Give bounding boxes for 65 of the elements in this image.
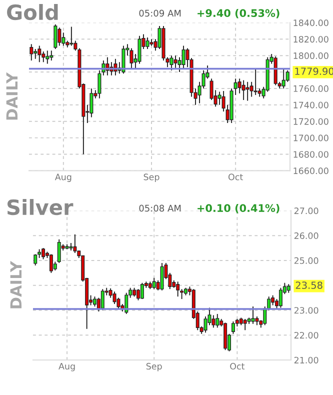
y-tick-label: 1800.00 (294, 52, 328, 60)
candlestick (122, 45, 126, 74)
candlestick (278, 287, 282, 308)
candlestick (271, 294, 275, 306)
x-tick-label: Oct (228, 174, 243, 180)
y-tick-label: 1840.00 (294, 20, 328, 26)
candlestick (34, 48, 38, 60)
y-axis-title: DAILY (10, 260, 22, 308)
x-tick-label: Sep (146, 362, 162, 372)
y-tick-label: 26.00 (294, 232, 318, 240)
candlestick (243, 318, 247, 331)
candlestick (42, 248, 46, 260)
candlestick (176, 281, 180, 298)
candlestick (286, 70, 290, 82)
candlestick (50, 50, 54, 62)
candlestick (242, 80, 246, 100)
candlestick (246, 81, 250, 102)
candlestick (58, 27, 62, 46)
y-tick-label: 22.00 (294, 332, 318, 339)
y-tick-label: 1820.00 (294, 36, 328, 43)
y-tick-label: 1740.00 (294, 102, 328, 108)
candlestick (140, 282, 144, 300)
candlestick (73, 234, 77, 254)
candlestick (54, 24, 58, 50)
x-tick-label: Aug (58, 363, 75, 372)
x-tick-label: Aug (54, 174, 72, 182)
candlestick (251, 306, 255, 324)
y-tick-label: 1760.00 (294, 85, 328, 92)
candlestick (49, 254, 53, 274)
y-tick-label: 1700.00 (294, 134, 328, 142)
candlestick (92, 296, 96, 307)
text: 05:09 AM (139, 10, 181, 17)
y-tick-label: 23.00 (294, 307, 318, 314)
candlestick (38, 45, 42, 63)
candlestick (34, 254, 38, 266)
candlestick (138, 35, 142, 64)
candlestick (152, 277, 156, 290)
y-tick-label: 27.00 (294, 208, 318, 214)
y-tick-label: 21.00 (294, 356, 318, 364)
candlestick (70, 26, 74, 46)
y-tick-label: 1660.00 (294, 168, 328, 174)
text: 23.58 (296, 282, 322, 289)
y-tick-label: 1720.00 (294, 118, 328, 125)
chart-title: Gold (7, 4, 58, 20)
candlestick (130, 48, 134, 70)
y-tick-label: 1680.00 (294, 151, 328, 158)
candlestick (216, 313, 220, 328)
y-tick-label: 25.00 (294, 257, 318, 264)
candlestick (30, 44, 34, 62)
candlestick (146, 37, 150, 50)
candlestick (231, 320, 235, 334)
x-tick-label: Oct (230, 362, 245, 370)
candlestick (57, 238, 61, 264)
annotation: +0.10 (0.41%) (198, 204, 280, 214)
y-axis-title: DAILY (6, 72, 18, 120)
text: +9.40 (0.53%) (198, 8, 280, 18)
candlestick (282, 68, 286, 89)
candlestick (254, 68, 258, 96)
candlestick (170, 55, 174, 71)
chart-title: Silver (7, 199, 74, 216)
annotation: 05:08 AM (139, 204, 181, 212)
candlestick (46, 50, 50, 64)
candlestick (174, 55, 178, 68)
candlestick (182, 45, 186, 70)
x-tick-label: Sep (144, 174, 160, 182)
